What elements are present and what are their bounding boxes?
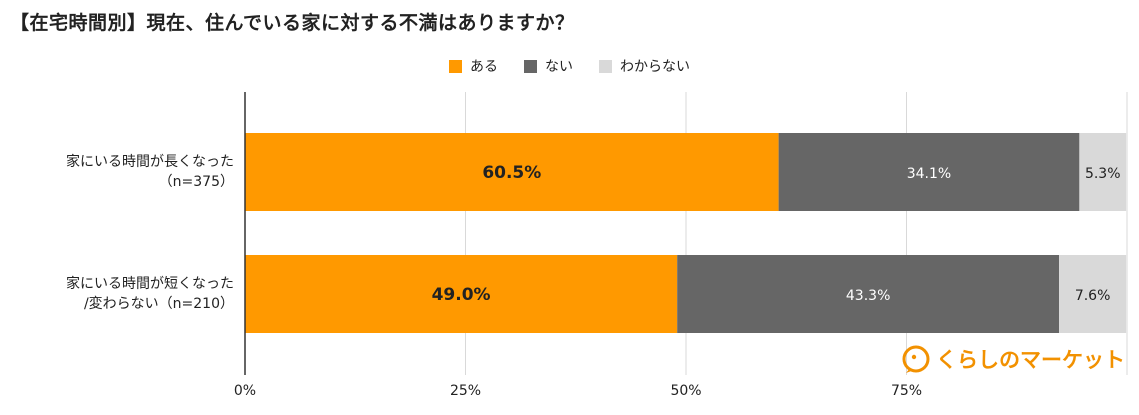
legend-swatch [524, 59, 537, 73]
brand-logo: くらしのマーケット [902, 344, 1125, 374]
bar-0-series-0 [245, 133, 779, 211]
x-tick-label-0: 0% [233, 383, 257, 399]
bar-0-series-1 [778, 133, 1080, 211]
category-label-1: 家にいる時間が短くなった/変わらない（n=210） [66, 274, 234, 314]
legend-label: ある [470, 59, 498, 75]
legend-swatch [449, 59, 462, 73]
x-tick-label-50: 50% [670, 383, 702, 399]
data-label-1-series-0: 49.0% [432, 285, 491, 305]
legend-label: ない [545, 59, 573, 75]
legend: ある ない わからない [0, 56, 1139, 76]
data-label-1-series-1: 43.3% [846, 288, 890, 304]
category-label-line: 家にいる時間が短くなった [66, 276, 234, 292]
x-tick-label-25: 25% [449, 383, 482, 399]
bar-1-series-0 [245, 255, 678, 333]
brand-logo-text: くらしのマーケット [936, 348, 1125, 372]
bar-1-series-2 [1059, 255, 1127, 333]
data-label-0-series-1: 34.1% [907, 166, 951, 182]
data-label-1-series-2: 7.6% [1075, 288, 1111, 304]
bar-0-series-2 [1079, 133, 1127, 211]
data-label-0-series-0: 60.5% [482, 163, 541, 183]
bar-1-series-1 [677, 255, 1060, 333]
legend-item-2: わからない [599, 56, 690, 76]
legend-label: わからない [620, 59, 690, 75]
category-label-0: 家にいる時間が長くなった （n=375） [66, 152, 234, 192]
x-tick-label-75: 75% [890, 383, 923, 399]
legend-item-1: ない [524, 56, 573, 76]
category-label-line: /変わらない（n=210） [83, 296, 234, 312]
speech-bubble-logo-icon [902, 345, 930, 373]
category-label-line: （n=375） [158, 174, 234, 190]
category-label-line: 家にいる時間が長くなった [66, 154, 234, 170]
legend-item-0: ある [449, 56, 498, 76]
legend-swatch [599, 59, 612, 73]
chart-title: 【在宅時間別】現在、住んでいる家に対する不満はありますか？ [10, 12, 575, 34]
data-label-0-series-2: 5.3% [1085, 166, 1121, 182]
